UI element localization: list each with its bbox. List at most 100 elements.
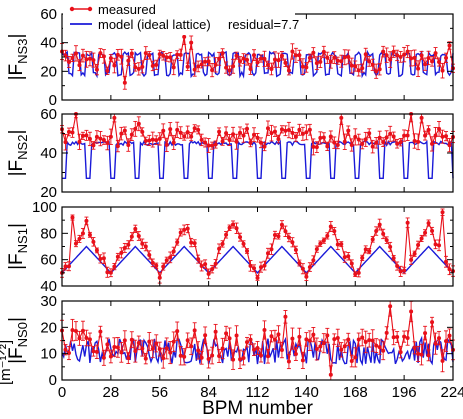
measured-point-ns0: [405, 336, 410, 341]
measured-point-ns2: [227, 137, 232, 142]
measured-point-ns1: [353, 272, 358, 277]
measured-point-ns3: [87, 56, 92, 61]
measured-point-ns3: [293, 53, 298, 58]
measured-point-ns3: [377, 67, 382, 72]
measured-point-ns2: [423, 133, 428, 138]
measured-point-ns3: [105, 68, 110, 73]
measured-point-ns3: [342, 55, 347, 60]
y-tick-label: 20: [40, 63, 57, 80]
measured-point-ns0: [321, 341, 326, 346]
measured-point-ns0: [402, 334, 407, 339]
measured-point-ns1: [419, 236, 424, 241]
measured-point-ns0: [409, 309, 414, 314]
measured-point-ns1: [150, 260, 155, 265]
measured-point-ns2: [437, 126, 442, 131]
measured-point-ns3: [367, 59, 372, 64]
measured-point-ns3: [430, 59, 435, 64]
measured-point-ns0: [332, 337, 337, 342]
measured-point-ns3: [437, 60, 442, 65]
measured-point-ns2: [199, 137, 204, 142]
measured-point-ns2: [161, 128, 166, 133]
measured-point-ns3: [108, 56, 113, 61]
measured-point-ns3: [196, 64, 201, 69]
measured-point-ns3: [286, 68, 291, 73]
measured-point-ns2: [269, 131, 274, 136]
measured-point-ns0: [66, 350, 71, 355]
measured-point-ns1: [370, 237, 375, 242]
measured-point-ns1: [80, 231, 85, 236]
measured-point-ns1: [339, 242, 344, 247]
measured-point-ns1: [210, 267, 215, 272]
measured-point-ns3: [241, 56, 246, 61]
measured-point-ns3: [129, 51, 134, 56]
measured-point-ns2: [283, 128, 288, 133]
measured-point-ns0: [412, 345, 417, 350]
measured-point-ns1: [185, 226, 190, 231]
measured-point-ns1: [140, 241, 145, 246]
measured-point-ns2: [430, 141, 435, 146]
measured-point-ns2: [258, 140, 263, 145]
measured-point-ns2: [140, 129, 145, 134]
measured-point-ns1: [234, 226, 239, 231]
y-tick-label: 40: [40, 145, 57, 162]
measured-point-ns0: [276, 332, 281, 337]
measured-point-ns2: [300, 131, 305, 136]
measured-point-ns3: [189, 40, 194, 45]
measured-point-ns2: [98, 136, 103, 141]
measured-point-ns0: [265, 354, 270, 359]
measured-point-ns2: [87, 136, 92, 141]
measured-point-ns0: [258, 353, 263, 358]
measured-point-ns3: [231, 64, 236, 69]
measured-point-ns0: [101, 355, 106, 360]
measured-point-ns3: [203, 59, 208, 64]
measured-point-ns3: [318, 59, 323, 64]
measured-point-ns2: [168, 127, 173, 132]
measured-point-ns2: [255, 135, 260, 140]
measured-point-ns3: [119, 54, 124, 59]
measured-point-ns2: [346, 128, 351, 133]
measured-point-ns3: [311, 50, 316, 55]
measured-point-ns1: [168, 255, 173, 260]
measured-point-ns3: [346, 54, 351, 59]
measured-point-ns2: [339, 115, 344, 120]
measured-point-ns2: [217, 129, 222, 134]
measured-point-ns0: [279, 348, 284, 353]
measured-point-ns3: [91, 58, 96, 63]
measured-point-ns1: [206, 271, 211, 276]
measured-point-ns1: [147, 252, 152, 257]
y-tick-label: 10: [40, 346, 57, 363]
measured-point-ns1: [157, 275, 162, 280]
x-tick-label: 168: [343, 384, 368, 401]
measured-point-ns1: [276, 234, 281, 239]
measured-point-ns2: [245, 126, 250, 131]
measured-point-ns1: [196, 257, 201, 262]
measured-point-ns2: [384, 135, 389, 140]
measured-point-ns2: [325, 144, 330, 149]
measured-point-ns3: [94, 67, 99, 72]
measured-point-ns3: [112, 63, 117, 68]
x-tick-label: 140: [294, 384, 319, 401]
measured-point-ns0: [133, 349, 138, 354]
measured-point-ns1: [126, 242, 131, 247]
measured-point-ns2: [272, 129, 277, 134]
measured-point-ns0: [154, 341, 159, 346]
measured-point-ns0: [318, 344, 323, 349]
measured-point-ns1: [66, 264, 71, 269]
measured-point-ns3: [395, 53, 400, 58]
measured-point-ns3: [272, 57, 277, 62]
measured-point-ns1: [94, 248, 99, 253]
measured-point-ns2: [335, 142, 340, 147]
panel-frame-ns1: [61, 206, 454, 287]
model-line-ns3: [61, 49, 454, 79]
measured-point-ns2: [252, 132, 257, 137]
measured-point-ns3: [276, 58, 281, 63]
measured-point-ns3: [245, 57, 250, 62]
measured-point-ns1: [325, 233, 330, 238]
measured-point-ns2: [91, 143, 96, 148]
measured-point-ns1: [84, 218, 89, 223]
measured-point-ns3: [265, 62, 270, 67]
measured-point-ns1: [332, 229, 337, 234]
measured-point-ns2: [388, 131, 393, 136]
measured-point-ns3: [444, 55, 449, 60]
measured-point-ns1: [171, 249, 176, 254]
